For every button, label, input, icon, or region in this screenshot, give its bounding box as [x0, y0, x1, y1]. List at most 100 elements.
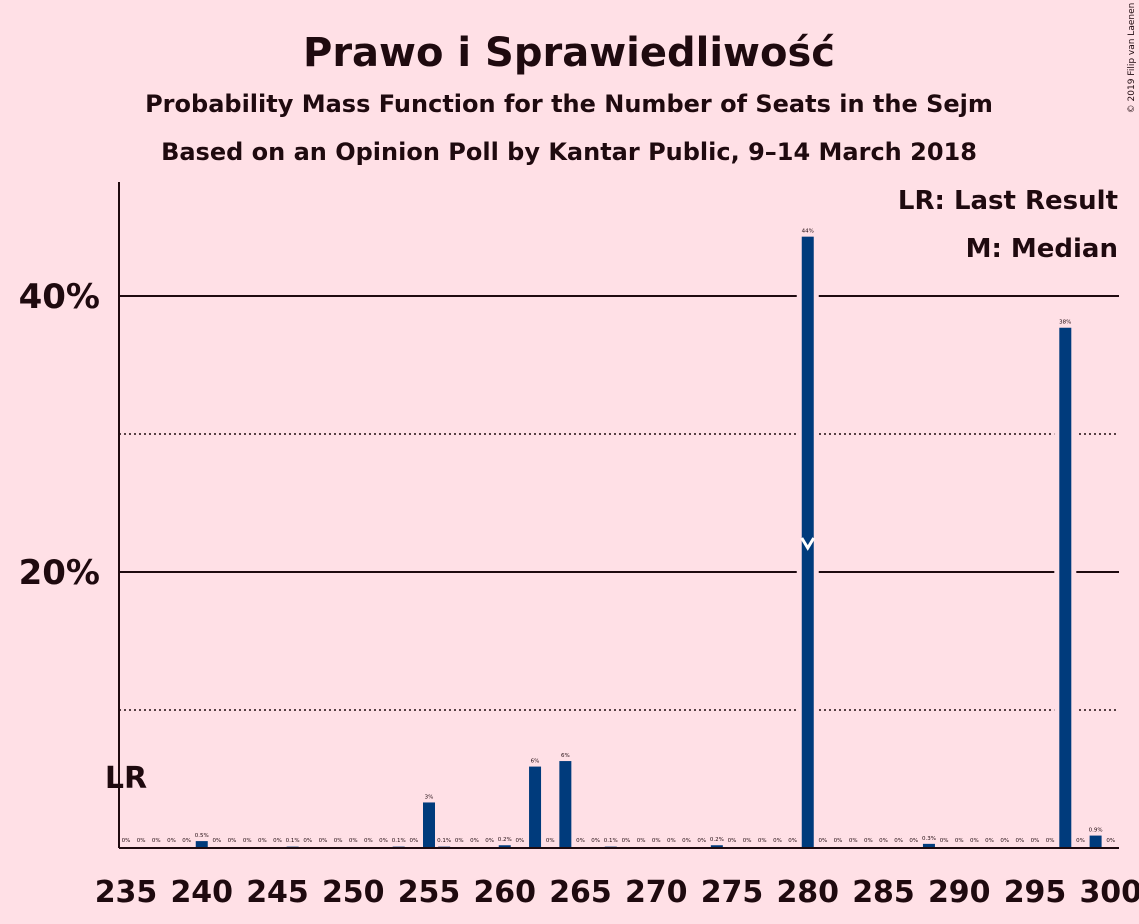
data-labels: 0% 0% 0% 0% 0%0.5%0% 0% 0% 0% 0% 0.1% 0% 0% 0% 0% 0% 0%…	[122, 229, 1115, 844]
bar	[1089, 835, 1102, 848]
data-label: 0%	[955, 838, 964, 844]
data-label: 0%	[819, 838, 828, 844]
x-tick-label: 280	[776, 875, 839, 910]
data-label: 0.9%	[1089, 828, 1103, 834]
data-label: 0.2%	[498, 837, 512, 843]
y-tick-label: 40%	[19, 277, 100, 317]
data-label: 0%	[728, 838, 737, 844]
legend-median: M: Median	[966, 234, 1118, 264]
bar	[529, 766, 542, 848]
data-label: 0%	[122, 838, 131, 844]
data-label: 0%	[894, 838, 903, 844]
data-label: 0%	[697, 838, 706, 844]
data-label: 0.2%	[710, 837, 724, 843]
data-label: 0%	[758, 838, 767, 844]
data-label: 0%	[243, 838, 252, 844]
data-label: 0%	[591, 838, 600, 844]
bar	[195, 841, 208, 848]
x-tick-label: 300	[1079, 875, 1139, 910]
data-label: 0.1%	[604, 838, 618, 844]
data-label: 0%	[637, 838, 646, 844]
data-label: 0%	[516, 838, 525, 844]
data-label: 0%	[909, 838, 918, 844]
data-label: 0%	[364, 838, 373, 844]
bar	[801, 236, 814, 848]
data-label: 0.1%	[392, 838, 406, 844]
data-label: 0%	[137, 838, 146, 844]
data-label: 0%	[349, 838, 358, 844]
data-label: 0%	[379, 838, 388, 844]
data-label: 0.1%	[286, 838, 300, 844]
data-label: 0%	[334, 838, 343, 844]
data-label: 0%	[985, 838, 994, 844]
data-label: 0%	[864, 838, 873, 844]
data-label: 0%	[1000, 838, 1009, 844]
median-marker	[800, 537, 816, 551]
x-tick-label: 235	[95, 875, 158, 910]
chart-subtitle-source: Based on an Opinion Poll by Kantar Publi…	[161, 138, 977, 166]
data-label: 0%	[1076, 838, 1085, 844]
bar	[710, 845, 723, 848]
data-label: 44%	[802, 229, 814, 235]
data-label: 0%	[258, 838, 267, 844]
data-label: 0%	[228, 838, 237, 844]
data-label: 3%	[425, 794, 434, 800]
x-tick-label: 270	[625, 875, 688, 910]
data-label: 0%	[667, 838, 676, 844]
data-label: 0.3%	[922, 836, 936, 842]
bar	[559, 761, 572, 848]
data-label: 0.1%	[437, 838, 451, 844]
data-label: 0%	[879, 838, 888, 844]
data-label: 0%	[152, 838, 161, 844]
data-label: 0%	[970, 838, 979, 844]
data-label: 6%	[531, 759, 540, 765]
x-tick-label: 240	[170, 875, 233, 910]
data-label: 0%	[834, 838, 843, 844]
data-label: 0%	[743, 838, 752, 844]
data-label: 0%	[303, 838, 312, 844]
bar	[423, 802, 435, 848]
legend-last-result: LR: Last Result	[898, 186, 1118, 216]
last-result-marker: LR	[105, 761, 147, 796]
data-label: 0%	[485, 838, 494, 844]
y-tick-labels: 20% 40%	[19, 277, 100, 593]
x-tick-label: 285	[852, 875, 915, 910]
data-label: 0%	[546, 838, 555, 844]
data-label: 0%	[1031, 838, 1040, 844]
data-label: 0%	[682, 838, 691, 844]
bar	[498, 845, 511, 848]
data-label: 0%	[652, 838, 661, 844]
x-tick-label: 245	[246, 875, 309, 910]
data-label: 0%	[622, 838, 631, 844]
x-tick-label: 255	[398, 875, 461, 910]
data-label: 0%	[167, 838, 176, 844]
data-label: 0%	[409, 838, 418, 844]
copyright-notice: © 2019 Filip van Laenen	[1127, 3, 1137, 114]
data-label: 0%	[788, 838, 797, 844]
data-label: 0%	[182, 838, 191, 844]
data-label: 0%	[849, 838, 858, 844]
data-label: 0%	[940, 838, 949, 844]
data-label: 38%	[1059, 320, 1071, 326]
data-label: 0%	[1106, 838, 1115, 844]
gridlines	[119, 295, 1119, 711]
chart-subtitle: Probability Mass Function for the Number…	[145, 90, 993, 118]
chart-title: Prawo i Sprawiedliwość	[303, 30, 835, 76]
x-tick-labels: 235 240 245 250 255 260 265 270 275 280 285 290 295 3…	[95, 875, 1139, 910]
data-label: 0%	[273, 838, 282, 844]
x-tick-label: 275	[701, 875, 764, 910]
data-label: 0%	[319, 838, 328, 844]
data-label: 0%	[1015, 838, 1024, 844]
data-label: 0%	[1046, 838, 1055, 844]
data-label: 6%	[561, 753, 570, 759]
x-tick-label: 265	[549, 875, 612, 910]
bars	[195, 236, 1102, 848]
x-tick-label: 295	[1004, 875, 1067, 910]
data-label: 0%	[455, 838, 464, 844]
data-label: 0%	[470, 838, 479, 844]
data-label: 0%	[576, 838, 585, 844]
data-label: 0%	[773, 838, 782, 844]
x-tick-label: 290	[928, 875, 991, 910]
bar	[1059, 327, 1072, 848]
